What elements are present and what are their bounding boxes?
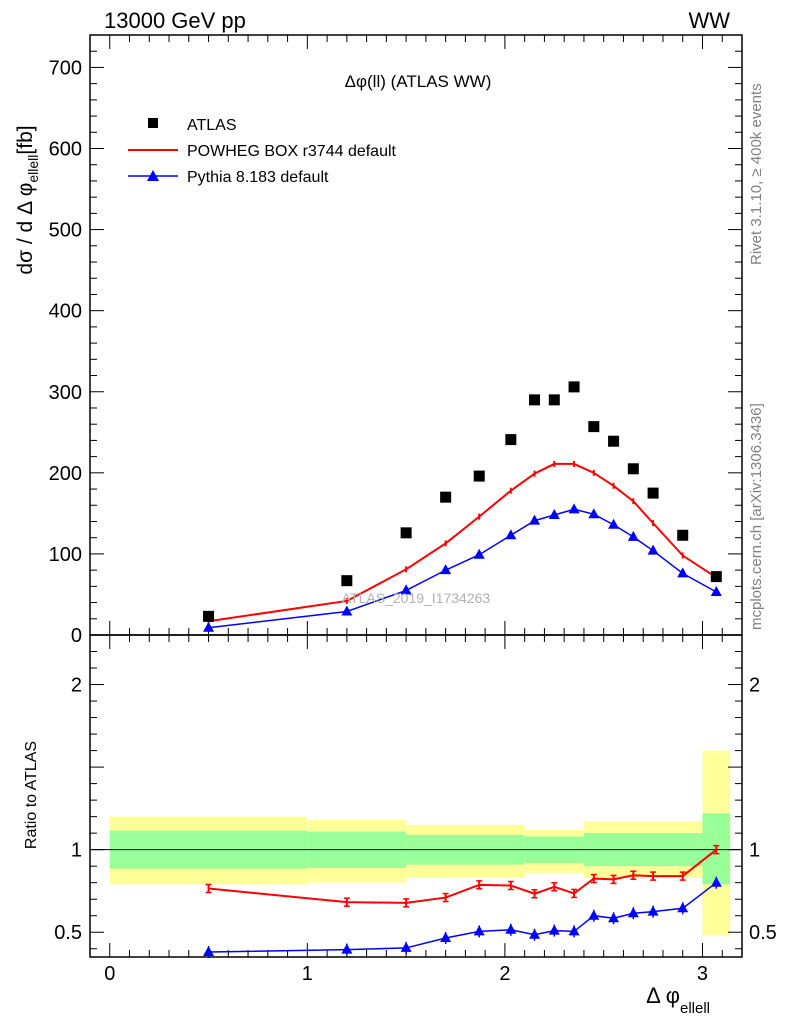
ratio-plot-frame: [89, 634, 743, 958]
pythia-point: [440, 564, 452, 575]
ratio-plot-panel: 0 1 2 3 0.5 0.5 1 1 2 2: [54, 634, 777, 985]
ratio-tick-label-right: 2: [749, 675, 760, 697]
watermark-label: ATLAS_2019_I1734263: [342, 590, 491, 606]
x-tick-label: 2: [499, 963, 510, 985]
pythia-ratio-point: [341, 943, 353, 954]
pythia-point: [341, 605, 353, 616]
y-tick-label: 0: [71, 625, 82, 647]
y-axis-label-unit: [fb]: [14, 125, 37, 154]
atlas-point: [588, 421, 600, 433]
y-axis-label-sub: ellell: [25, 155, 41, 183]
ratio-tick-label-left: 2: [71, 675, 82, 697]
atlas-point: [529, 394, 541, 406]
legend-label-pythia: Pythia 8.183 default: [187, 169, 329, 186]
y-tick-label: 100: [49, 544, 82, 566]
pythia-ratio-point: [440, 932, 452, 943]
legend: ATLAS POWHEG BOX r3744 default Pythia 8.…: [128, 117, 397, 186]
atlas-point: [400, 527, 412, 539]
mcplots-credit-label: mcplots.cern.ch [arXiv:1306.3436]: [748, 403, 765, 630]
pythia-ratio-point: [647, 905, 659, 916]
pythia-ratio-point: [473, 925, 485, 936]
atlas-point: [647, 487, 659, 499]
pythia-point: [400, 584, 412, 595]
atlas-point: [341, 575, 353, 587]
plot-title: Δφ(ll) (ATLAS WW): [345, 72, 492, 91]
pythia-point: [710, 586, 722, 597]
x-tick-label: 3: [697, 963, 708, 985]
y-tick-label: 200: [49, 463, 82, 485]
pythia-point: [473, 548, 485, 559]
legend-marker-pythia: [147, 170, 159, 181]
pythia-ratio-point: [529, 928, 541, 939]
pythia-ratio-point: [400, 941, 412, 952]
ratio-tick-label-left: 0.5: [54, 922, 82, 944]
ratio-axis-label: Ratio to ATLAS: [23, 741, 40, 849]
y-tick-label: 700: [49, 57, 82, 79]
pythia-point: [548, 509, 560, 519]
legend-marker-atlas: [148, 118, 158, 128]
ratio-tick-label-right: 1: [749, 840, 760, 862]
y-tick-label: 600: [49, 139, 82, 161]
rivet-version-label: Rivet 3.1.10, ≥ 400k events: [748, 83, 765, 265]
x-axis-label: Δ φellell: [646, 983, 710, 1017]
atlas-point: [440, 491, 452, 503]
pythia-ratio-point: [608, 912, 620, 923]
atlas-point: [203, 610, 215, 622]
x-tick-label: 1: [302, 963, 313, 985]
y-tick-label: 300: [49, 382, 82, 404]
pythia-point: [608, 518, 620, 529]
atlas-point: [568, 381, 580, 393]
x-axis-label-sub: ellell: [680, 1000, 710, 1017]
y-tick-label: 500: [49, 220, 82, 242]
pythia-ratio-point: [505, 923, 517, 934]
header-process-label: WW: [688, 8, 730, 33]
main-plot-panel: 0 100 200 300 400 500 600 700: [49, 34, 743, 957]
legend-label-powheg: POWHEG BOX r3744 default: [187, 143, 397, 160]
pythia-point: [568, 503, 580, 514]
pythia-point: [627, 530, 639, 541]
y-axis-label-main: dσ / d Δ φ: [14, 183, 37, 275]
atlas-point: [627, 463, 639, 475]
y-axis-label: dσ / d Δ φellell[fb]: [14, 125, 41, 274]
y-tick-label: 400: [49, 301, 82, 323]
x-tick-label: 0: [104, 963, 115, 985]
ratio-tick-label-right: 0.5: [749, 922, 777, 944]
pythia-ratio-point: [677, 902, 689, 913]
pythia-point: [677, 567, 689, 578]
atlas-point: [548, 394, 560, 406]
pythia-point: [588, 508, 600, 519]
pythia-ratio-point: [627, 907, 639, 918]
pythia-ratio-point: [710, 876, 722, 887]
svg-text:Δ φellell: Δ φellell: [646, 983, 710, 1017]
legend-label-atlas: ATLAS: [187, 117, 237, 134]
header-energy-label: 13000 GeV pp: [104, 8, 246, 33]
pythia-ratio-point: [203, 946, 215, 957]
atlas-point: [505, 434, 517, 446]
atlas-point: [710, 571, 722, 583]
pythia-point: [505, 529, 517, 540]
pythia-ratio-line: [208, 882, 717, 953]
pythia-ratio-point: [588, 909, 600, 920]
pythia-point: [203, 621, 215, 632]
pythia-point: [529, 514, 541, 525]
atlas-point: [473, 470, 485, 482]
svg-text:dσ / d Δ φellell[fb]: dσ / d Δ φellell[fb]: [14, 125, 41, 274]
ratio-tick-label-left: 1: [71, 840, 82, 862]
pythia-ratio-point: [548, 924, 560, 935]
pythia-ratio-point: [568, 925, 580, 936]
pythia-point: [647, 544, 659, 555]
atlas-point: [677, 529, 689, 541]
x-axis-label-main: Δ φ: [646, 983, 680, 1008]
atlas-point: [608, 435, 620, 447]
